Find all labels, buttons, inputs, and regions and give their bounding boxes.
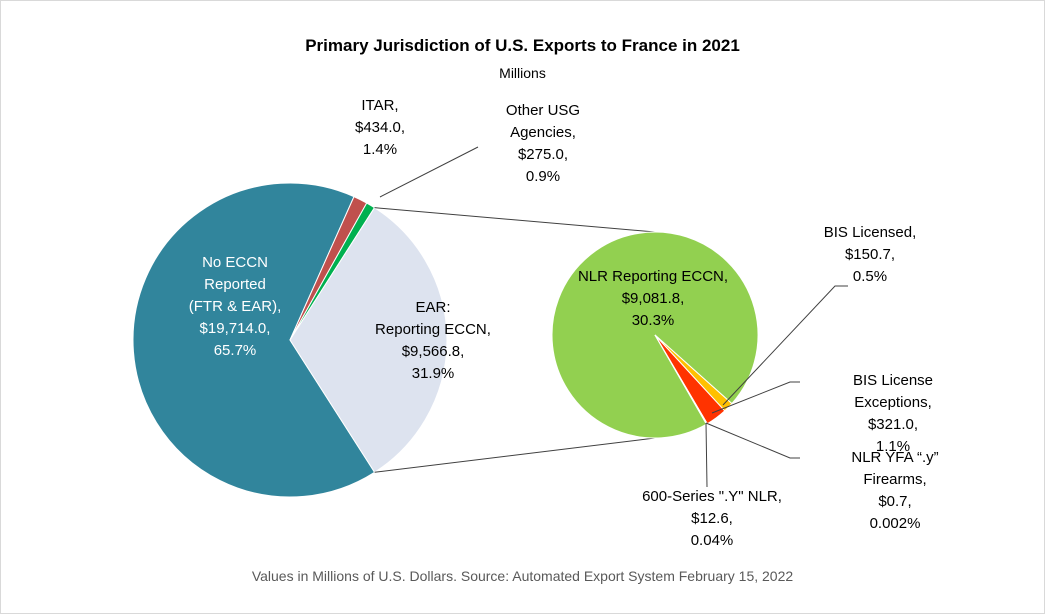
data-label: NLR Reporting ECCN, $9,081.8, 30.3% <box>578 266 728 332</box>
leader-line <box>722 285 848 406</box>
chart-title: Primary Jurisdiction of U.S. Exports to … <box>305 36 740 55</box>
slice-name: No ECCN Reported (FTR & EAR), <box>188 254 282 315</box>
data-label: BIS Licensed, $150.7, 0.5% <box>824 222 917 288</box>
slice-value: $9,081.8, <box>621 290 685 307</box>
data-label: NLR YFA “.y” Firearms, $0.7, 0.002% <box>820 447 970 535</box>
slice-name: NLR Reporting ECCN, <box>577 268 729 285</box>
slice-value: $321.0, <box>867 416 919 433</box>
slice-value: $9,566.8, <box>401 343 465 360</box>
slice-value: 0.002% <box>869 515 921 532</box>
slice-value: 1.4% <box>362 141 398 158</box>
slice-value: $150.7, <box>844 246 896 263</box>
data-label: EAR: Reporting ECCN, $9,566.8, 31.9% <box>375 297 491 385</box>
slice-name: ITAR, <box>361 97 399 114</box>
slice-name: Other USG Agencies, <box>505 102 581 141</box>
pie-slice <box>132 182 376 498</box>
slice-value: 65.7% <box>213 342 257 359</box>
data-label: No ECCN Reported (FTR & EAR), $19,714.0, 6… <box>189 252 282 362</box>
slice-value: $12.6, <box>691 510 733 527</box>
slice-value: $275.0, <box>517 146 569 163</box>
slice-name: NLR YFA “.y” Firearms, <box>851 449 939 488</box>
slice-value: 0.5% <box>852 268 888 285</box>
slice-value: 0.04% <box>690 532 734 549</box>
leader-line <box>379 146 479 198</box>
footnote: Values in Millions of U.S. Dollars. Sour… <box>251 568 794 584</box>
slice-value: 30.3% <box>631 312 675 329</box>
data-label: Other USG Agencies, $275.0, 0.9% <box>506 100 580 188</box>
slice-name: BIS Licensed, <box>823 224 917 241</box>
leader-line <box>705 422 708 488</box>
leader-line <box>711 381 800 414</box>
slice-value: 0.9% <box>525 168 561 185</box>
slice-value: 1.1% <box>875 438 911 455</box>
slice-name: BIS License Exceptions, <box>852 372 934 411</box>
slice-value: $19,714.0, <box>199 320 271 337</box>
connector-line <box>374 437 656 473</box>
chart-subtitle: Millions <box>499 65 546 81</box>
leader-line <box>705 422 800 459</box>
slice-value: $434.0, <box>354 119 406 136</box>
connector-line <box>374 207 656 233</box>
slice-name: 600-Series ".Y" NLR, <box>642 488 782 505</box>
data-label: 600-Series ".Y" NLR, $12.6, 0.04% <box>642 486 782 552</box>
slice-name: EAR: Reporting ECCN, <box>375 299 491 338</box>
data-label: BIS License Exceptions, $321.0, 1.1% <box>817 370 969 458</box>
data-label: ITAR, $434.0, 1.4% <box>355 95 405 161</box>
pie-slice <box>289 206 448 473</box>
slice-value: 31.9% <box>411 365 455 382</box>
slice-value: $0.7, <box>878 493 912 510</box>
